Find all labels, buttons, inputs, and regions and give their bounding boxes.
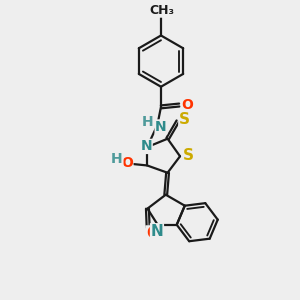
Text: N: N xyxy=(151,224,163,239)
Text: N: N xyxy=(140,140,152,153)
Text: O: O xyxy=(146,226,159,241)
Text: O: O xyxy=(182,98,193,112)
Text: S: S xyxy=(179,112,190,127)
Text: S: S xyxy=(183,148,194,163)
Text: O: O xyxy=(121,156,133,170)
Text: N: N xyxy=(155,120,167,134)
Text: H: H xyxy=(141,115,153,129)
Text: CH₃: CH₃ xyxy=(150,4,175,17)
Text: H: H xyxy=(111,152,123,166)
